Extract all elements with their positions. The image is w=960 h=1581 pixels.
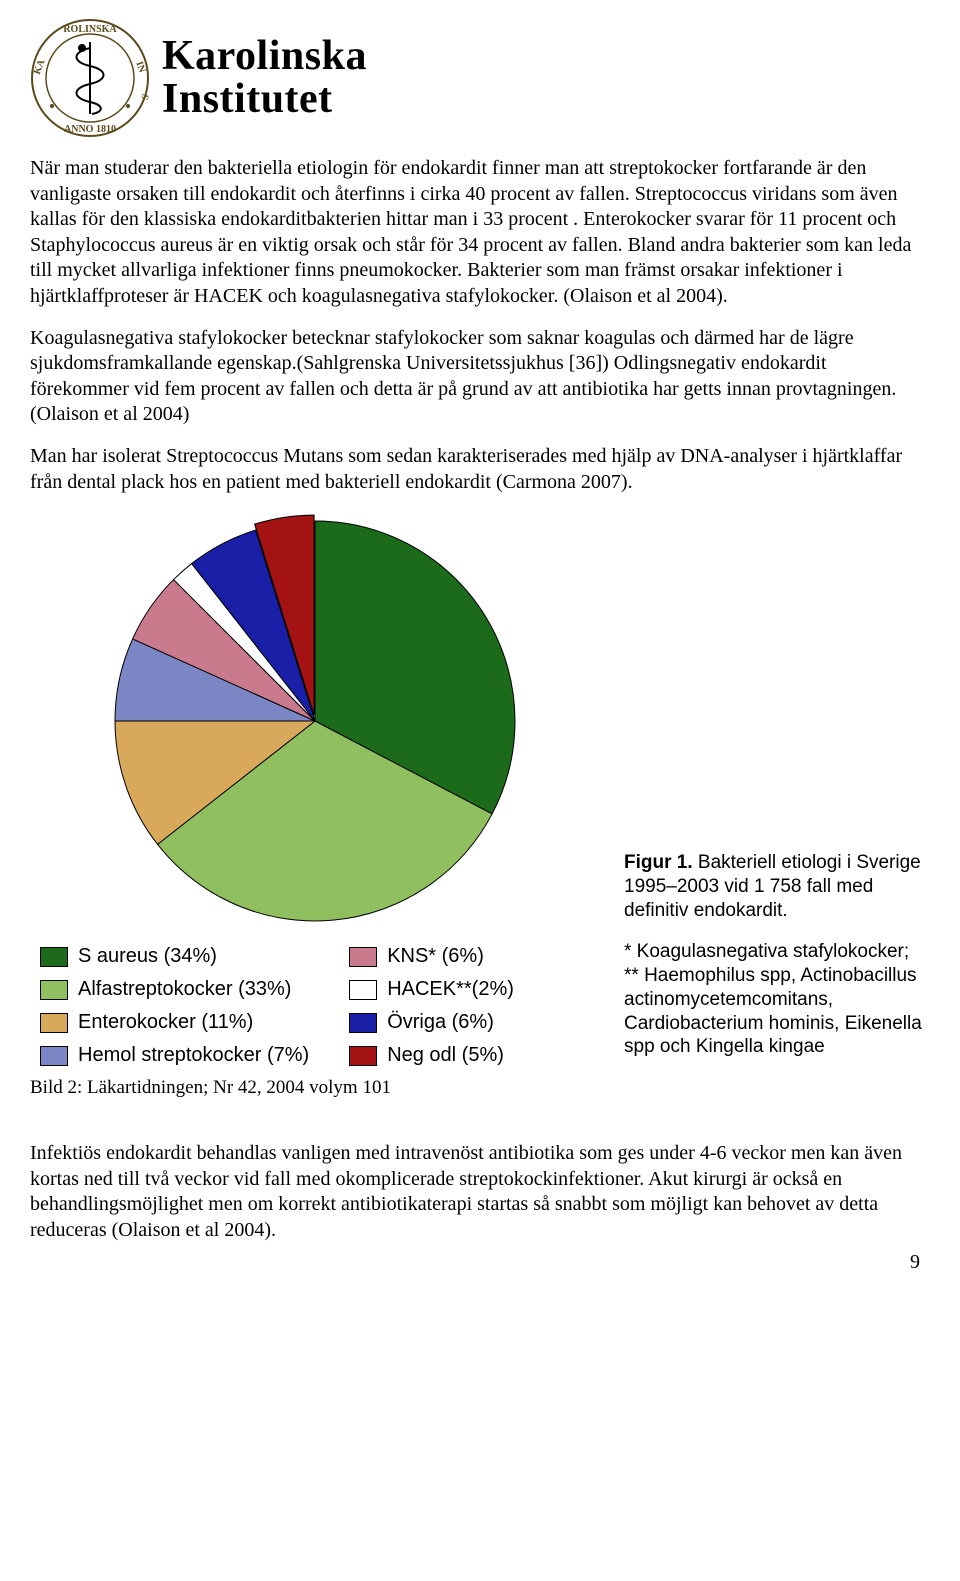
legend-item: Neg odl (5%) — [349, 1044, 514, 1067]
legend-item: Enterokocker (11%) — [40, 1011, 309, 1034]
paragraph-1: När man studerar den bakteriella etiolog… — [30, 156, 930, 310]
header-logo: ROLINSKA KA IN S ANNO 1810 Karolinska In… — [30, 18, 930, 138]
figure-note-1: * Koagulasnegativa stafylokocker; — [624, 940, 924, 964]
legend-swatch — [40, 980, 68, 1000]
body-text-2: Infektiös endokardit behandlas vanligen … — [30, 1141, 930, 1243]
legend-label: S aureus (34%) — [78, 945, 217, 968]
legend-swatch — [40, 947, 68, 967]
paragraph-4: Infektiös endokardit behandlas vanligen … — [30, 1141, 930, 1243]
figure-title: Figur 1. Bakteriell etiologi i Sverige 1… — [624, 851, 924, 922]
ki-seal-icon: ROLINSKA KA IN S ANNO 1810 — [30, 18, 150, 138]
body-text: När man studerar den bakteriella etiolog… — [30, 156, 930, 495]
legend-label: Övriga (6%) — [387, 1011, 494, 1034]
legend-item: S aureus (34%) — [40, 945, 309, 968]
legend-label: KNS* (6%) — [387, 945, 484, 968]
figure-notes: * Koagulasnegativa stafylokocker; ** Hae… — [624, 940, 924, 1059]
legend-item: HACEK**(2%) — [349, 978, 514, 1001]
legend-label: Enterokocker (11%) — [78, 1011, 253, 1034]
legend-column: S aureus (34%) Alfastreptokocker (33%) Ent… — [40, 945, 309, 1067]
legend-swatch — [349, 947, 377, 967]
figure-note-2: ** Haemophilus spp, Actinobacillus actin… — [624, 964, 924, 1059]
figure-area: S aureus (34%) Alfastreptokocker (33%) Ent… — [30, 511, 930, 1099]
page-number: 9 — [910, 1251, 920, 1274]
legend-swatch — [349, 1013, 377, 1033]
legend-label: Hemol streptokocker (7%) — [78, 1044, 309, 1067]
page: ROLINSKA KA IN S ANNO 1810 Karolinska In… — [0, 0, 960, 1290]
legend-item: Alfastreptokocker (33%) — [40, 978, 309, 1001]
image-caption: Bild 2: Läkartidningen; Nr 42, 2004 voly… — [30, 1077, 600, 1099]
wordmark-line2: Institutet — [162, 78, 367, 121]
ki-wordmark: Karolinska Institutet — [162, 35, 367, 121]
legend-swatch — [349, 980, 377, 1000]
legend-label: Neg odl (5%) — [387, 1044, 504, 1067]
figure-title-lead: Figur 1. — [624, 852, 693, 873]
pie-chart — [105, 511, 525, 931]
legend-label: HACEK**(2%) — [387, 978, 514, 1001]
legend-swatch — [40, 1046, 68, 1066]
legend-column: KNS* (6%) HACEK**(2%) Övriga (6%) Neg odl (… — [349, 945, 514, 1067]
svg-text:ANNO 1810: ANNO 1810 — [64, 124, 116, 135]
legend-swatch — [349, 1046, 377, 1066]
legend-item: Hemol streptokocker (7%) — [40, 1044, 309, 1067]
legend-swatch — [40, 1013, 68, 1033]
wordmark-line1: Karolinska — [162, 35, 367, 78]
legend-item: KNS* (6%) — [349, 945, 514, 968]
figure-caption: Figur 1. Bakteriell etiologi i Sverige 1… — [624, 851, 924, 1099]
svg-text:ROLINSKA: ROLINSKA — [63, 24, 117, 35]
chart-legend: S aureus (34%) Alfastreptokocker (33%) Ent… — [30, 945, 600, 1067]
legend-item: Övriga (6%) — [349, 1011, 514, 1034]
paragraph-2: Koagulasnegativa stafylokocker betecknar… — [30, 326, 930, 428]
paragraph-3: Man har isolerat Streptococcus Mutans so… — [30, 444, 930, 495]
legend-label: Alfastreptokocker (33%) — [78, 978, 291, 1001]
chart-block: S aureus (34%) Alfastreptokocker (33%) Ent… — [30, 511, 600, 1099]
